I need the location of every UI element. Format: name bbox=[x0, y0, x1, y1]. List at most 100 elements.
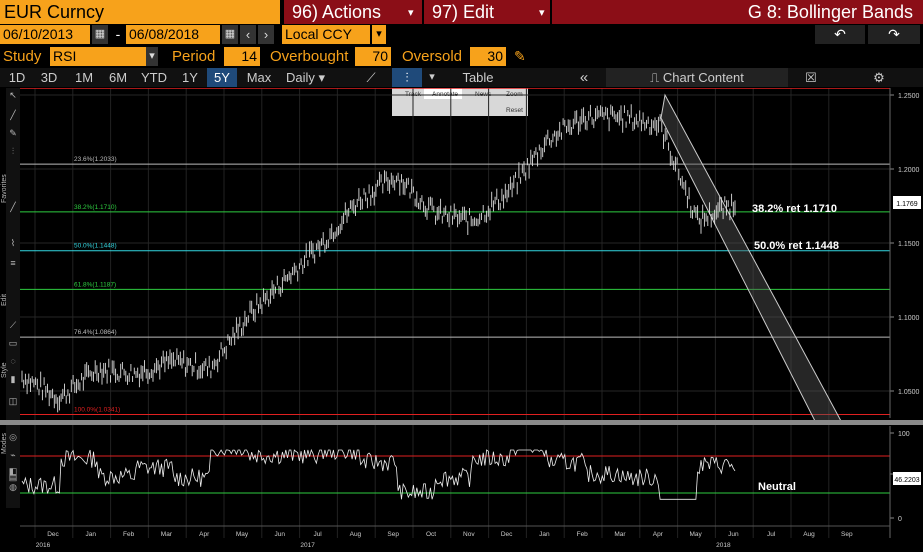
prev-arrow-icon[interactable]: ‹ bbox=[240, 25, 256, 44]
oversold-input[interactable]: 30 bbox=[470, 47, 506, 66]
pencil-icon[interactable]: ✎ bbox=[514, 48, 526, 64]
end-date-value: 06/08/2018 bbox=[129, 26, 200, 42]
edit-icon[interactable]: ☒ bbox=[805, 70, 817, 85]
draw-tool-icon[interactable]: ◫ bbox=[9, 396, 18, 406]
fib-label: 50.0%(1.1448) bbox=[74, 243, 117, 250]
oversold-value: 30 bbox=[487, 48, 503, 64]
frequency-select[interactable]: Daily ▾ bbox=[280, 68, 350, 87]
oversold-label: Oversold bbox=[402, 48, 463, 65]
rsi-tick-label: 0 bbox=[898, 516, 902, 523]
undo-button[interactable]: ↶ bbox=[815, 25, 865, 44]
start-date-input[interactable]: 06/10/2013 bbox=[0, 25, 90, 44]
mode-icon[interactable]: ◧ bbox=[9, 466, 18, 476]
period-1y[interactable]: 1Y bbox=[182, 70, 198, 85]
actions-menu[interactable]: 96) Actions ▾ bbox=[284, 0, 422, 24]
left-tool-strip bbox=[6, 88, 20, 508]
draw-tool-icon[interactable]: ▤ bbox=[9, 472, 18, 482]
chart-area[interactable]: ↖ ╱ ✎ ⫶ ╱ ⌇ ≡ ⟋ ▭ ◌ ▮ ◫ ▤ Favorites Edit… bbox=[0, 88, 923, 552]
draw-tool-icon[interactable]: ≡ bbox=[10, 258, 15, 268]
chart-content-label: Chart Content bbox=[662, 70, 744, 85]
currency-value: Local CCY bbox=[285, 26, 352, 42]
security-field[interactable]: EUR Curncy bbox=[0, 0, 280, 24]
month-label: Jun bbox=[275, 531, 286, 538]
fib-label: 61.8%(1.1187) bbox=[74, 281, 116, 288]
last-price: 1.1769 bbox=[896, 201, 918, 208]
period-max[interactable]: Max bbox=[246, 70, 272, 85]
overbought-input[interactable]: 70 bbox=[355, 47, 391, 66]
caret-down-icon: ▾ bbox=[539, 7, 545, 19]
month-label: Apr bbox=[199, 531, 210, 538]
chart-content-icon: ⎍ bbox=[650, 70, 663, 85]
chart-title: G 8: Bollinger Bands bbox=[552, 0, 923, 24]
chart-svg[interactable]: ↖ ╱ ✎ ⫶ ╱ ⌇ ≡ ⟋ ▭ ◌ ▮ ◫ ▤ Favorites Edit… bbox=[0, 88, 923, 552]
table-button[interactable]: Table bbox=[462, 70, 494, 85]
draw-tool-icon[interactable]: ▭ bbox=[9, 338, 18, 348]
caret-down-icon[interactable]: ▾ bbox=[372, 25, 386, 44]
period-6m[interactable]: 6M bbox=[108, 70, 128, 85]
study-label: Study bbox=[3, 48, 42, 65]
chart-content-button[interactable]: ⎍ Chart Content bbox=[606, 68, 788, 87]
bar-chart-icon[interactable]: ⫶ bbox=[392, 68, 422, 87]
draw-tool-icon[interactable]: ✎ bbox=[9, 128, 17, 138]
period-5y[interactable]: 5Y bbox=[207, 68, 237, 87]
plot-tools: Track Annotate News Zoom Reset bbox=[392, 88, 528, 116]
reset-button[interactable]: Reset bbox=[506, 107, 523, 114]
undo-icon: ↶ bbox=[834, 26, 846, 42]
price-series bbox=[21, 104, 736, 413]
month-label: Aug bbox=[803, 531, 815, 538]
chart-title-label: G 8: Bollinger Bands bbox=[747, 2, 913, 22]
last-price-box bbox=[893, 196, 921, 209]
month-label: Oct bbox=[426, 531, 436, 538]
calendar-icon[interactable]: ▦ bbox=[92, 25, 108, 44]
period-ytd[interactable]: YTD bbox=[141, 70, 167, 85]
calendar-icon[interactable]: ▦ bbox=[222, 25, 238, 44]
overbought-label: Overbought bbox=[270, 48, 349, 65]
study-bar: Study RSI ▾ Period 14 Overbought 70 Over… bbox=[0, 46, 923, 67]
fib-levels: 23.6%(1.2033) 38.2%(1.1710) 50.0%(1.1448) 6… bbox=[20, 88, 890, 416]
mode-icon[interactable]: ◍ bbox=[9, 482, 17, 492]
draw-tool-icon[interactable]: ⫶ bbox=[12, 146, 14, 156]
period-input[interactable]: 14 bbox=[224, 47, 260, 66]
x-axis: Dec Jan Feb Mar Apr May Jun Jul Aug Sep Oct Nov Dec J… bbox=[20, 525, 890, 549]
draw-tool-icon[interactable]: ▮ bbox=[11, 374, 16, 384]
draw-tool-icon[interactable]: ╱ bbox=[9, 201, 16, 213]
mode-icon[interactable]: ⌁ bbox=[10, 450, 15, 460]
start-date-value: 06/10/2013 bbox=[3, 26, 74, 42]
currency-select[interactable]: Local CCY bbox=[282, 25, 370, 44]
end-date-input[interactable]: 06/08/2018 bbox=[126, 25, 220, 44]
period-1d[interactable]: 1D bbox=[8, 70, 26, 85]
rsi-line bbox=[21, 448, 736, 500]
redo-button[interactable]: ↷ bbox=[868, 25, 920, 44]
period-label: Period bbox=[172, 48, 216, 65]
draw-line-icon[interactable]: ╱ bbox=[9, 109, 16, 121]
edit-menu[interactable]: 97) Edit ▾ bbox=[424, 0, 550, 24]
actions-label: 96) Actions bbox=[292, 2, 382, 22]
gear-icon[interactable]: ⚙ bbox=[873, 70, 885, 85]
draw-tool-icon[interactable]: ⟋ bbox=[10, 320, 17, 330]
month-label: Nov bbox=[463, 531, 475, 538]
draw-tool-icon[interactable]: ◌ bbox=[10, 356, 15, 366]
price-tick-label: 1.2000 bbox=[898, 167, 920, 174]
redo-icon: ↷ bbox=[888, 26, 900, 42]
period-value: 14 bbox=[241, 48, 257, 64]
collapse-icon[interactable]: « bbox=[579, 69, 589, 86]
year-label: 2018 bbox=[716, 542, 731, 549]
panel-separator[interactable] bbox=[0, 420, 923, 425]
study-select[interactable]: RSI bbox=[50, 47, 146, 66]
period-1m[interactable]: 1M bbox=[74, 70, 94, 85]
caret-down-icon[interactable]: ▾ bbox=[429, 71, 435, 83]
month-label: Feb bbox=[123, 531, 135, 538]
cursor-icon[interactable]: ↖ bbox=[9, 90, 17, 100]
edit-label: 97) Edit bbox=[432, 2, 495, 22]
price-tick-label: 1.1500 bbox=[898, 241, 920, 248]
caret-down-icon[interactable]: ▾ bbox=[146, 47, 158, 66]
price-tick-label: 1.2500 bbox=[898, 93, 920, 100]
line-chart-icon[interactable]: ⟋ bbox=[366, 70, 376, 85]
next-arrow-icon[interactable]: › bbox=[258, 25, 274, 44]
mode-icon[interactable]: ◎ bbox=[9, 432, 17, 442]
period-3d[interactable]: 3D bbox=[40, 70, 58, 85]
date-separator: - bbox=[115, 26, 121, 42]
month-label: Dec bbox=[501, 531, 513, 538]
last-rsi-box bbox=[893, 472, 921, 485]
draw-tool-icon[interactable]: ⌇ bbox=[11, 238, 15, 248]
